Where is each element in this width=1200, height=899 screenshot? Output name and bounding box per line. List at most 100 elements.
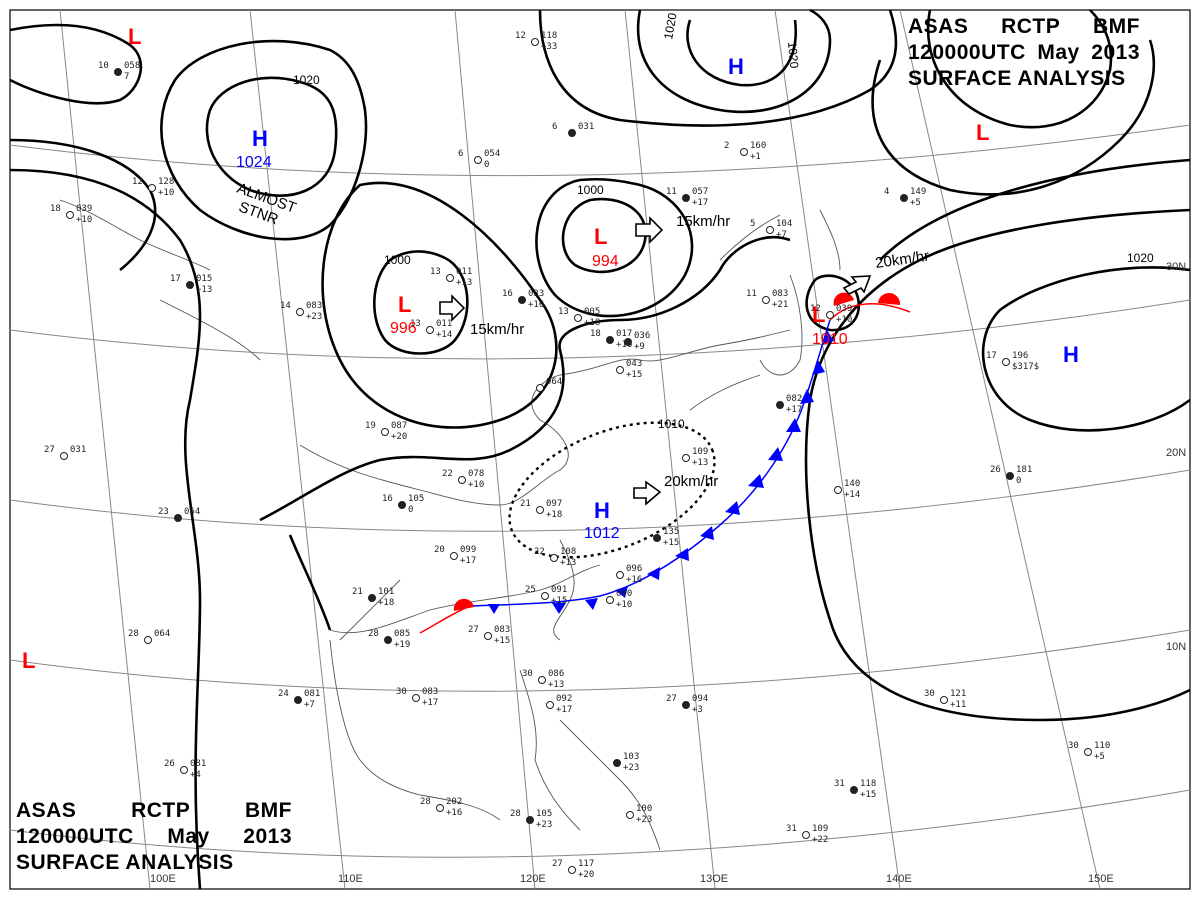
station-temperature: 18	[50, 204, 61, 214]
station-pressure: 100	[636, 804, 652, 814]
isobars	[9, 8, 1191, 890]
station-pressure: 108	[560, 547, 576, 557]
station-pressure: 087	[391, 421, 407, 431]
station-circle	[766, 226, 774, 234]
station-temperature: 14	[280, 301, 291, 311]
station-circle	[174, 514, 182, 522]
station-plot: 23 064	[158, 507, 200, 522]
station-temperature: 27	[666, 694, 677, 704]
isobar-label: 1020	[661, 11, 679, 40]
station-pressure: 109	[812, 824, 828, 834]
station-pressure: 181	[1016, 465, 1032, 475]
station-circle	[114, 68, 122, 76]
header-time: 120000UTC	[908, 41, 1026, 64]
cold-front-triangles	[488, 330, 834, 614]
station-tendency: +14	[436, 330, 452, 340]
station-tendency: +23	[306, 312, 322, 322]
station-plot: 18 017+16	[590, 329, 632, 350]
station-circle	[850, 786, 858, 794]
isobar-west-high-inner	[205, 76, 338, 198]
station-temperature: 26	[990, 465, 1001, 475]
station-pressure: 094	[692, 694, 708, 704]
station-plot: 092+17	[546, 694, 572, 715]
isobar-label: 1020	[785, 41, 801, 69]
station-pressure: 031	[70, 445, 86, 455]
station-temperature: 24	[278, 689, 289, 699]
station-tendency: +19	[394, 640, 410, 650]
station-tendency: +17	[460, 556, 476, 566]
station-pressure: 085	[394, 629, 410, 639]
station-tendency: +15	[551, 596, 567, 606]
station-tendency: +23	[623, 763, 639, 773]
station-circle	[474, 156, 482, 164]
station-circle	[802, 831, 810, 839]
station-tendency: +23	[536, 820, 552, 830]
station-tendency: 0	[1016, 476, 1021, 486]
isobar-far-east-outer	[879, 158, 1191, 261]
station-circle	[412, 694, 420, 702]
lat-label-30n: 30N	[1166, 261, 1186, 273]
station-plot: 31 118+15	[834, 779, 876, 800]
station-temperature: 30	[924, 689, 935, 699]
station-plot: 28 105+23	[510, 809, 552, 830]
header-station: RCTP	[131, 799, 191, 822]
high-center-symbol: H	[252, 126, 268, 151]
station-temperature: 18	[590, 329, 601, 339]
station-plot: 24 081+7	[278, 689, 320, 710]
station-plot: 22 108+13	[534, 547, 576, 568]
station-tendency: +1	[750, 152, 761, 162]
pressure-system-values: 1024 996 994 1012 1010	[236, 154, 848, 542]
station-temperature: 22	[534, 547, 545, 557]
station-plot: 21 097+18	[520, 499, 562, 520]
station-pressure: 015	[196, 274, 212, 284]
station-plot: 28 085+19	[368, 629, 410, 650]
station-circle	[484, 632, 492, 640]
station-plot: 30 083+17	[396, 687, 438, 708]
station-temperature: 30	[396, 687, 407, 697]
station-pressure: 105	[536, 809, 552, 819]
station-circle	[574, 314, 582, 322]
station-temperature: 13	[430, 267, 441, 277]
high-center-symbol: H	[594, 498, 610, 523]
station-circle	[682, 194, 690, 202]
low-center-symbol: L	[812, 302, 825, 327]
high-center-symbol: H	[1063, 342, 1079, 367]
warm-front-semicircles	[453, 292, 901, 611]
station-tendency: +17	[422, 698, 438, 708]
station-plot: 27 117+20	[552, 859, 594, 880]
station-pressure: 081	[304, 689, 320, 699]
station-plot: 22 078+10	[442, 469, 484, 490]
station-plot: 100+23	[626, 804, 652, 825]
motion-speed-label: 15km/hr	[470, 321, 524, 338]
isobar-1010-dotted	[508, 421, 716, 559]
station-circle	[426, 326, 434, 334]
station-circle	[398, 501, 406, 509]
station-pressure: 083	[422, 687, 438, 697]
station-pressure: 054	[484, 149, 500, 159]
station-tendency: $317$	[1012, 362, 1039, 372]
station-temperature: 31	[834, 779, 845, 789]
station-tendency: +17	[786, 405, 802, 415]
station-circle	[531, 38, 539, 46]
lon-label-130e: 13OE	[700, 873, 728, 885]
station-pressure: 202	[446, 797, 462, 807]
station-circle	[616, 571, 624, 579]
station-pressure: 160	[750, 141, 766, 151]
station-temperature: 10	[98, 61, 109, 71]
station-temperature: 12	[515, 31, 526, 41]
station-circle	[180, 766, 188, 774]
station-tendency: +7	[304, 700, 315, 710]
isobar-wide-1010-north	[538, 9, 898, 127]
high-center-symbol: H	[728, 54, 744, 79]
station-circle	[568, 866, 576, 874]
header-product: SURFACE ANALYSIS	[16, 851, 234, 874]
station-plot: 12 039+10	[810, 304, 852, 325]
station-tendency: +10	[158, 188, 174, 198]
station-temperature: 11	[666, 187, 677, 197]
station-tendency: +13	[560, 558, 576, 568]
station-temperature: 26	[164, 759, 175, 769]
station-tendency: +16	[626, 575, 642, 585]
